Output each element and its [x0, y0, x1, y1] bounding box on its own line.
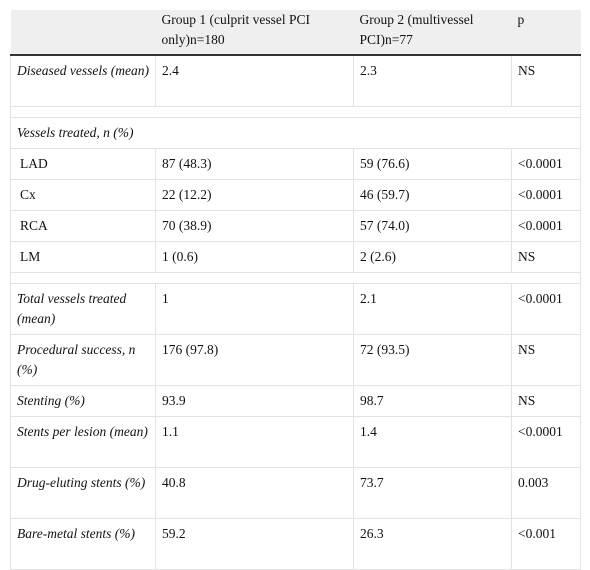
value-cell: 22 (12.2) — [155, 179, 354, 211]
value-cell: 59 (76.6) — [353, 148, 512, 180]
label-cell: LAD — [10, 148, 156, 180]
label-cell: Drug-eluting stents (%) — [10, 467, 156, 519]
value-cell: NS — [511, 241, 581, 273]
value-cell: 2.1 — [353, 283, 512, 335]
value-cell: <0.001 — [511, 518, 581, 570]
table-row: RCA 70 (38.9) 57 (74.0) <0.0001 — [10, 210, 581, 242]
table-row: Procedural success, n (%) 176 (97.8) 72 (9… — [10, 334, 581, 386]
header-cell: p — [511, 10, 581, 56]
table-body: Diseased vessels (mean) 2.4 2.3 NS Vessels t… — [10, 54, 581, 570]
value-cell: NS — [511, 334, 581, 386]
value-cell: 93.9 — [155, 385, 354, 417]
value-cell: 57 (74.0) — [353, 210, 512, 242]
table-row: Diseased vessels (mean) 2.4 2.3 NS — [10, 54, 581, 107]
spacer-row — [10, 106, 581, 118]
label-cell: Total vessels treated (mean) — [10, 283, 156, 335]
spacer-cell — [10, 106, 581, 118]
value-cell: <0.0001 — [511, 148, 581, 180]
label-cell: Stents per lesion (mean) — [10, 416, 156, 468]
label-cell: LM — [10, 241, 156, 273]
header-cell: Group 2 (multivessel PCI)n=77 — [353, 10, 512, 56]
spacer-row — [10, 272, 581, 284]
table-row: Cx 22 (12.2) 46 (59.7) <0.0001 — [10, 179, 581, 211]
value-cell: 1 — [155, 283, 354, 335]
value-cell: 70 (38.9) — [155, 210, 354, 242]
table-row: Stents per lesion (mean) 1.1 1.4 <0.0001 — [10, 416, 581, 468]
label-cell: Bare-metal stents (%) — [10, 518, 156, 570]
value-cell: <0.0001 — [511, 179, 581, 211]
table-row: Bare-metal stents (%) 59.2 26.3 <0.001 — [10, 518, 581, 570]
label-cell: Diseased vessels (mean) — [10, 54, 156, 107]
value-cell: 26.3 — [353, 518, 512, 570]
value-cell: 0.003 — [511, 467, 581, 519]
table-row: Stenting (%) 93.9 98.7 NS — [10, 385, 581, 417]
value-cell: <0.0001 — [511, 210, 581, 242]
section-cell: Vessels treated, n (%) — [10, 117, 581, 149]
table-row: LM 1 (0.6) 2 (2.6) NS — [10, 241, 581, 273]
value-cell: NS — [511, 385, 581, 417]
value-cell: 1 (0.6) — [155, 241, 354, 273]
value-cell: 176 (97.8) — [155, 334, 354, 386]
value-cell: <0.0001 — [511, 416, 581, 468]
value-cell: 2 (2.6) — [353, 241, 512, 273]
table-row: LAD 87 (48.3) 59 (76.6) <0.0001 — [10, 148, 581, 180]
label-cell: Cx — [10, 179, 156, 211]
value-cell: 1.1 — [155, 416, 354, 468]
value-cell: 72 (93.5) — [353, 334, 512, 386]
header-cell: Group 1 (culprit vessel PCI only)n=180 — [155, 10, 354, 56]
value-cell: 98.7 — [353, 385, 512, 417]
value-cell: <0.0001 — [511, 283, 581, 335]
value-cell: 87 (48.3) — [155, 148, 354, 180]
value-cell: 73.7 — [353, 467, 512, 519]
value-cell: 59.2 — [155, 518, 354, 570]
value-cell: 1.4 — [353, 416, 512, 468]
label-cell: Stenting (%) — [10, 385, 156, 417]
spacer-cell — [10, 272, 581, 284]
section-row: Vessels treated, n (%) — [10, 117, 581, 149]
value-cell: 46 (59.7) — [353, 179, 512, 211]
value-cell: 2.4 — [155, 54, 354, 107]
data-table: Group 1 (culprit vessel PCI only)n=180 G… — [10, 10, 581, 570]
table-row: Drug-eluting stents (%) 40.8 73.7 0.003 — [10, 467, 581, 519]
header-cell — [10, 10, 156, 56]
value-cell: 40.8 — [155, 467, 354, 519]
label-cell: RCA — [10, 210, 156, 242]
table-header: Group 1 (culprit vessel PCI only)n=180 G… — [10, 10, 581, 56]
value-cell: NS — [511, 54, 581, 107]
value-cell: 2.3 — [353, 54, 512, 107]
label-cell: Procedural success, n (%) — [10, 334, 156, 386]
table-row: Total vessels treated (mean) 1 2.1 <0.0001 — [10, 283, 581, 335]
